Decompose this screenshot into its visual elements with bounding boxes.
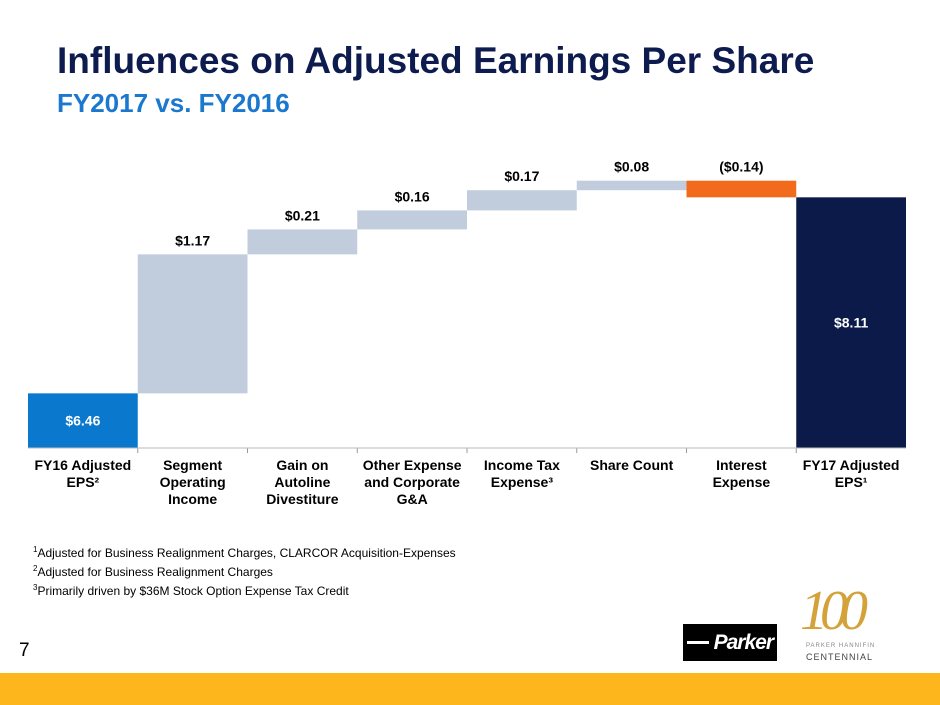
data-label: $0.16 [395,188,430,204]
footnote-text: Primarily driven by $36M Stock Option Ex… [37,584,349,598]
bar [796,197,906,448]
footnote-mark: 3 [33,583,38,592]
bar [137,254,248,394]
category-label: Segment Operating Income [160,457,226,507]
centennial-logo: 100 PARKER HANNIFIN CENTENNIAL [798,580,898,669]
centennial-number: 100 [800,580,868,642]
slide-subtitle: FY2017 vs. FY2016 [57,88,290,118]
category-label: Gain on Autoline Divestiture [266,457,339,507]
footnote-mark: 2 [33,564,38,573]
centennial-line2: CENTENNIAL [806,652,874,662]
data-label: ($0.14) [719,159,763,175]
page-number: 7 [19,640,30,661]
slide-title: Influences on Adjusted Earnings Per Shar… [57,40,815,81]
footnote-2: 2Adjusted for Business Realignment Charg… [33,561,273,580]
bar [357,210,467,230]
parker-logo: Parker [683,624,777,661]
bar [686,180,797,198]
footnote-3: 3Primarily driven by $36M Stock Option E… [33,580,349,599]
parker-logo-text: Parker [713,630,774,654]
data-label: $6.46 [65,413,100,429]
data-label: $0.08 [614,159,649,175]
bar [576,180,687,191]
footnote-1: 1Adjusted for Business Realignment Charg… [33,542,456,561]
data-label: $0.17 [504,168,539,184]
bar [467,190,577,211]
bar [247,229,358,255]
footnote-mark: 1 [33,545,38,554]
footnote-text: Adjusted for Business Realignment Charge… [37,565,273,579]
category-label: FY16 Adjusted EPS² [35,457,132,490]
category-label: Income Tax Expense³ [484,457,560,490]
data-label: $1.17 [175,232,210,248]
category-label: FY17 Adjusted EPS¹ [803,457,900,490]
footer-bar [0,673,940,705]
category-label: Interest Expense [713,457,771,490]
footnote-text: Adjusted for Business Realignment Charge… [37,546,456,560]
waterfall-chart: $6.46 FY16 Adjusted EPS² $1.17 Segment Operat… [28,159,906,507]
data-label: $8.11 [834,315,868,331]
category-label: Share Count [590,457,674,473]
category-label: Other Expense and Corporate G&A [363,457,462,507]
data-label: $0.21 [285,207,320,223]
bar [28,393,138,448]
centennial-line1: PARKER HANNIFIN [806,643,876,649]
